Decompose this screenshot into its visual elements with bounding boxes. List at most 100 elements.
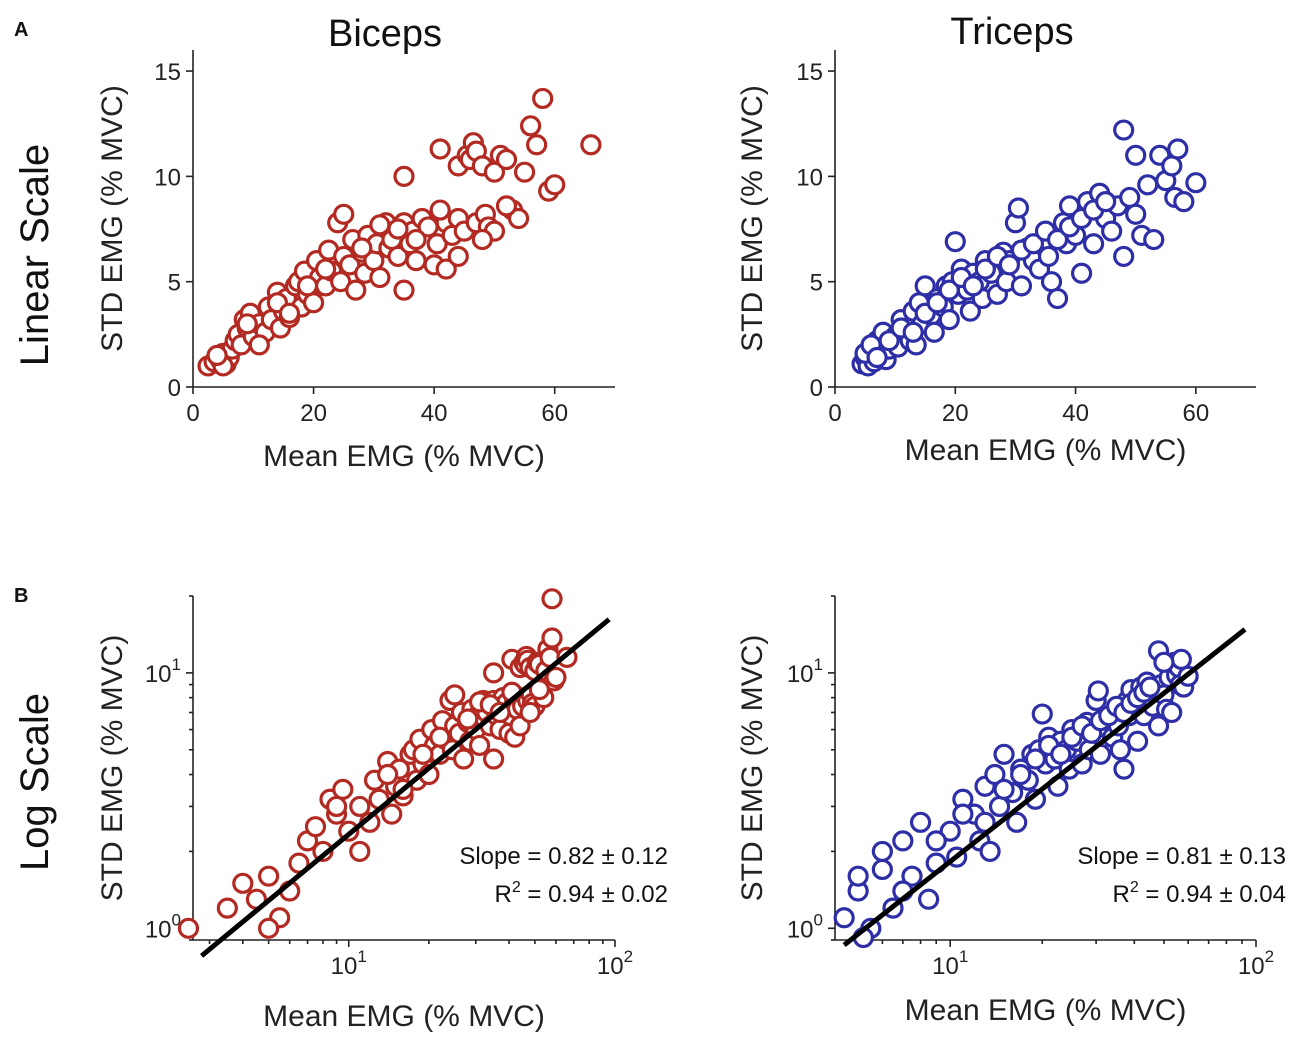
- data-point: [1113, 119, 1135, 141]
- x-tick-label: 0: [828, 400, 841, 427]
- data-point: [902, 321, 924, 343]
- data-point: [901, 865, 923, 887]
- regression-line: [199, 617, 611, 958]
- data-point: [944, 231, 966, 253]
- y-tick-label: 100: [787, 910, 823, 943]
- data-point: [1126, 730, 1149, 752]
- data-point: [962, 275, 984, 297]
- data-point: [429, 199, 451, 221]
- data-point: [925, 830, 947, 852]
- data-point: [258, 917, 280, 939]
- data-point: [248, 334, 270, 356]
- tick-exponent: 1: [959, 947, 968, 966]
- row-title-linear: Linear Scale: [13, 144, 57, 366]
- data-point: [1046, 287, 1069, 310]
- r2-prefix: R: [494, 881, 511, 908]
- tick-exponent: 2: [624, 947, 633, 966]
- x-tick-label: 40: [1062, 400, 1089, 427]
- data-point: [429, 726, 451, 748]
- data-point: [528, 679, 550, 701]
- data-point: [541, 588, 563, 610]
- data-point: [405, 228, 427, 251]
- x-tick-label: 60: [1183, 400, 1210, 427]
- data-point: [1139, 676, 1161, 698]
- data-point: [1185, 172, 1207, 194]
- data-point: [216, 897, 238, 919]
- data-point: [1147, 715, 1170, 737]
- x-tick-label: 101: [932, 947, 968, 980]
- data-point: [1170, 648, 1192, 670]
- data-point: [278, 302, 301, 324]
- y-tick-label: 101: [787, 655, 823, 688]
- data-point: [393, 165, 415, 187]
- y-tick-label: 5: [810, 270, 823, 297]
- data-point: [923, 321, 945, 343]
- data-point: [1173, 191, 1195, 213]
- data-point: [993, 743, 1015, 765]
- data-point: [393, 279, 415, 301]
- y-tick-label: 101: [145, 655, 181, 688]
- data-point: [979, 840, 1001, 863]
- chart-biceps-linear: 0 20 40 60 0 5 10 15 Mean EMG (% MVC) STD EMG (% …: [96, 50, 615, 473]
- data-point: [377, 763, 399, 786]
- data-point: [349, 795, 371, 818]
- y-axis-label: STD EMG (% MVC): [736, 85, 769, 352]
- y-tick-label: 0: [810, 375, 823, 402]
- tick-exponent: 0: [814, 910, 823, 929]
- data-point: [871, 858, 893, 881]
- data-point: [412, 743, 434, 765]
- x-axis-label: Mean EMG (% MVC): [905, 994, 1187, 1027]
- tick-base: 10: [597, 953, 624, 980]
- slope-annotation: Slope = 0.82 ± 0.12: [459, 843, 668, 870]
- r-squared-annotation: R2 = 0.94 ± 0.04: [1112, 879, 1286, 908]
- data-point: [296, 275, 319, 297]
- slope-annotation: Slope = 0.81 ± 0.13: [1077, 843, 1286, 870]
- tick-base: 10: [145, 661, 172, 688]
- column-title-triceps: Triceps: [950, 11, 1073, 53]
- data-point: [1007, 197, 1030, 219]
- data-point: [1109, 739, 1131, 761]
- data-point: [847, 865, 869, 887]
- y-tick-label: 15: [796, 59, 823, 86]
- tick-base: 10: [331, 953, 358, 980]
- r-squared-annotation: R2 = 0.94 ± 0.02: [494, 879, 668, 908]
- data-point: [345, 279, 367, 301]
- data-point: [333, 203, 355, 225]
- panel-letter-a: A: [14, 19, 28, 41]
- r2-value: = 0.94 ± 0.04: [1139, 881, 1286, 908]
- tick-exponent: 1: [172, 655, 181, 674]
- data-point: [513, 161, 536, 183]
- data-point: [939, 820, 961, 842]
- data-point: [918, 888, 940, 910]
- tick-exponent: 2: [1265, 947, 1274, 966]
- data-point: [332, 778, 354, 800]
- data-point: [938, 279, 960, 301]
- data-point: [351, 237, 373, 259]
- data-point: [304, 816, 327, 838]
- data-point: [507, 207, 530, 230]
- data-point: [914, 275, 936, 297]
- y-tick-label: 10: [796, 164, 823, 191]
- tick-exponent: 1: [357, 947, 366, 966]
- data-point: [1113, 758, 1135, 780]
- tick-exponent: 1: [814, 655, 823, 674]
- data-point: [532, 87, 554, 110]
- data-point: [892, 830, 914, 852]
- x-tick-label: 0: [186, 400, 199, 427]
- y-tick-label: 15: [154, 59, 181, 86]
- data-point: [444, 684, 466, 706]
- data-point: [453, 748, 475, 770]
- data-point: [471, 228, 493, 251]
- data-point: [833, 907, 855, 929]
- data-point: [993, 778, 1015, 800]
- data-point: [1101, 220, 1123, 242]
- data-point: [483, 662, 505, 684]
- x-axis-label: Mean EMG (% MVC): [905, 434, 1187, 467]
- data-point: [1006, 811, 1028, 833]
- y-axis-label: STD EMG (% MVC): [96, 635, 129, 902]
- row-title-log: Log Scale: [13, 693, 57, 871]
- data-point: [315, 258, 337, 280]
- data-point: [1022, 233, 1045, 255]
